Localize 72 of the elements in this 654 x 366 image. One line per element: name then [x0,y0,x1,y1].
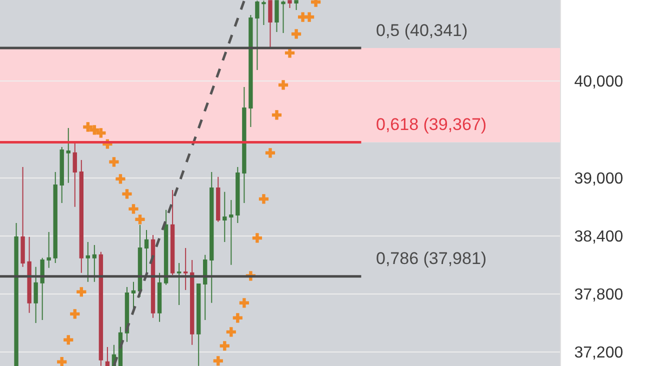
candlestick [222,191,227,242]
candlestick [229,199,234,266]
candlestick [144,229,149,274]
point [291,29,302,39]
candlestick [40,257,44,320]
point [284,48,295,58]
point [109,157,119,167]
candlestick [34,266,38,324]
candlestick [255,0,260,70]
point [122,189,132,199]
candlestick [242,86,246,204]
y-tick-label: 37,800 [574,286,624,304]
point [116,174,126,184]
candlestick [20,166,25,268]
point [70,309,80,319]
y-tick-label: 40,000 [574,74,624,91]
candlestick [72,142,77,208]
ref-line-label: 0,618 (39,367) [376,115,487,134]
candlestick [86,241,90,282]
point [76,287,86,297]
point [64,335,74,345]
candlestick [268,0,272,48]
candlestick [294,0,298,10]
candlestick [92,244,97,282]
candlestick [170,189,175,276]
point [83,122,93,132]
candlestick [105,346,110,366]
point [90,125,100,135]
point [57,357,67,366]
point [213,356,223,366]
candlestick [138,224,142,298]
candlestick [274,0,279,33]
point [258,194,269,204]
candlestick [60,146,64,204]
candlestick [262,0,266,26]
candlestick [27,236,32,314]
candlestick [248,14,253,128]
point [135,214,145,224]
point [96,128,106,138]
point [220,341,230,351]
candlestick [53,171,58,264]
candlestick [288,0,292,9]
point [304,12,314,22]
candlestick [66,127,70,184]
candlestick [14,222,18,366]
y-tick-label: 37,200 [574,344,624,362]
candlestick [46,231,51,268]
point [252,233,262,243]
candlestick [98,251,104,366]
point [128,204,138,214]
candlestick [190,259,194,346]
ref-line-label: 0,786 (37,981) [376,249,487,268]
point [265,148,276,158]
ref-line-label: 0,5 (40,341) [376,21,468,40]
candlestick [236,166,240,224]
candlestick [281,0,286,34]
point [239,298,249,308]
candlestick [203,254,208,320]
candlestick [176,262,182,306]
y-tick-label: 38,400 [574,228,624,246]
candlestick [196,283,201,366]
candlestick [216,176,220,222]
point [232,313,242,323]
candlestick [210,171,214,304]
y-tick-label: 39,000 [574,170,624,188]
point [226,327,236,337]
candlestick [183,247,188,290]
candlestick [164,209,168,286]
point [272,110,282,120]
point [278,80,288,90]
candlestick [79,159,84,274]
candlestick [157,272,162,322]
